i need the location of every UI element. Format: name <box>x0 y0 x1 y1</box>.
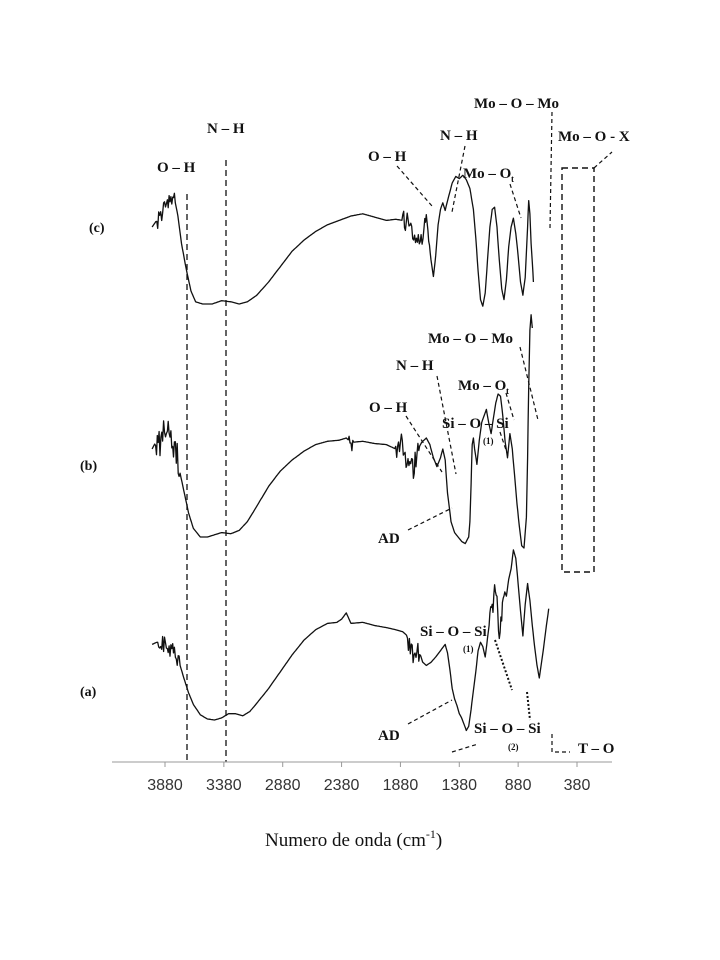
annotation-leader <box>549 111 553 229</box>
peak-label-sios2-a: Si – O – Si <box>474 721 541 737</box>
annotation-leader <box>499 431 509 457</box>
trace-label-c: (c) <box>89 221 105 236</box>
annotation-leader <box>405 415 443 473</box>
peak-label-sios-sub-b: (1) <box>483 436 494 446</box>
peak-label-sios-b: Si – O – Si <box>442 416 509 432</box>
spectrum-series-c <box>151 174 535 307</box>
annotation-leader <box>593 151 613 169</box>
x-tick-label: 1880 <box>383 777 419 794</box>
spectrum-series-b <box>151 314 533 549</box>
annotation-leader <box>509 183 522 219</box>
peak-label-ad-a: AD <box>378 728 400 744</box>
x-tick-label: 380 <box>564 777 591 794</box>
x-axis-ticks: 3880 3380 2880 2380 1880 1380 880 380 <box>147 762 590 794</box>
annotation-leader <box>526 691 531 721</box>
annotations-c: O – H N – H Mo – O – Mo Mo – O t Mo – O … <box>368 96 630 229</box>
annotation-leader <box>407 699 453 725</box>
annotation-leader <box>519 346 539 421</box>
nh-reference-label: N – H <box>207 121 245 137</box>
x-tick-label: 1380 <box>441 777 477 794</box>
peak-label-oh-c: O – H <box>368 149 407 165</box>
peak-label-sios2-sub-a: (2) <box>508 742 519 752</box>
peak-label-ad-b: AD <box>378 531 400 547</box>
peak-label-mot-c: Mo – O <box>463 166 511 182</box>
peak-label-oh-b: O – H <box>369 400 408 416</box>
annotation-leader <box>505 392 515 421</box>
annotation-leader <box>436 375 457 475</box>
annotations-b: N – H Mo – O – Mo Mo – O t O – H Si – O … <box>369 331 539 547</box>
trace-label-b: (b) <box>80 459 97 474</box>
x-tick-label: 2380 <box>324 777 360 794</box>
annotation-leader <box>451 743 479 753</box>
spectrum-traces <box>151 174 550 732</box>
peak-label-mot-b: Mo – O <box>458 378 506 394</box>
trace-label-a: (a) <box>80 685 97 700</box>
peak-label-moox: Mo – O - X <box>558 129 630 145</box>
peak-label-mot-sub-b: t <box>506 386 509 396</box>
peak-label-momomo-b: Mo – O – Mo <box>428 331 513 347</box>
annotation-leader <box>451 145 466 213</box>
annotation-leader <box>396 165 433 207</box>
x-tick-label: 880 <box>505 777 532 794</box>
annotation-leader <box>407 507 453 531</box>
annotation-leader <box>551 734 570 753</box>
annotation-leader <box>494 639 513 691</box>
oh-reference-label: O – H <box>157 160 196 176</box>
peak-label-nh-b: N – H <box>396 358 434 374</box>
annotations-a: Si – O – Si (1) Si – O – Si (2) T – O AD <box>378 624 614 757</box>
mo-o-x-box <box>561 167 595 573</box>
spectrum-series-a <box>151 549 550 732</box>
peak-label-nh-c: N – H <box>440 128 478 144</box>
x-tick-label: 2880 <box>265 777 301 794</box>
x-axis-title: Numero de onda (cm-1) <box>265 827 442 851</box>
peak-label-sios1-sub-a: (1) <box>463 644 474 654</box>
x-tick-label: 3380 <box>206 777 242 794</box>
peak-label-sios1-a: Si – O – Si <box>420 624 487 640</box>
peak-label-momomo-c: Mo – O – Mo <box>474 96 559 112</box>
peak-label-to-a: T – O <box>578 741 614 757</box>
peak-label-mot-sub-c: t <box>511 174 514 184</box>
x-tick-label: 3880 <box>147 777 183 794</box>
